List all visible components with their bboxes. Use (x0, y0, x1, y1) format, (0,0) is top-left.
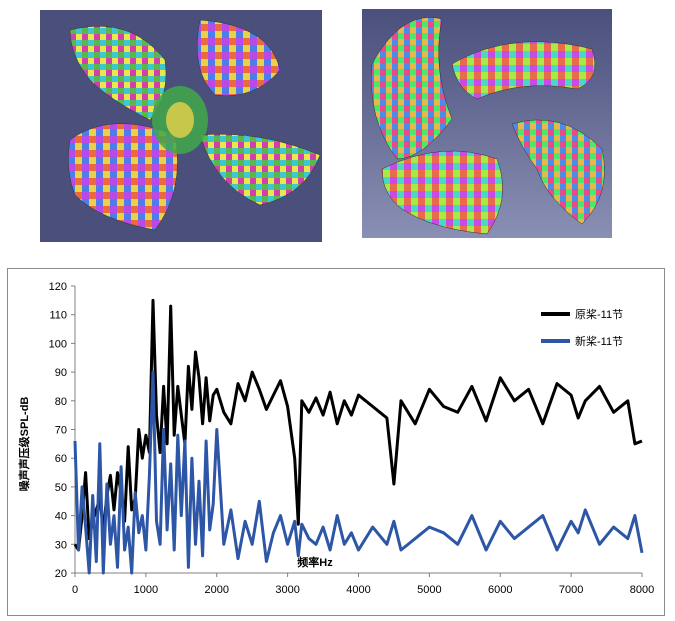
y-tick-label: 20 (55, 568, 67, 580)
propeller-model-exploded (362, 9, 612, 238)
x-tick-label: 0 (72, 584, 78, 596)
spl-line-chart: 20 30 40 50 60 70 80 90 100 110 120 0 1000 2000 3000 4… (17, 281, 654, 596)
y-tick-labels: 20 30 40 50 60 70 80 90 100 110 120 (49, 281, 75, 580)
x-tick-label: 6000 (488, 584, 512, 596)
x-tick-labels: 0 1000 2000 3000 4000 5000 6000 7000 8000 (72, 573, 654, 596)
y-tick-label: 120 (49, 281, 67, 293)
y-tick-label: 70 (55, 425, 67, 437)
x-tick-label: 4000 (346, 584, 370, 596)
propeller-blades-exploded-icon (362, 9, 612, 238)
y-tick-label: 60 (55, 453, 67, 465)
x-tick-label: 8000 (630, 584, 654, 596)
series-lines (73, 298, 644, 575)
series-line-2 (73, 370, 644, 575)
y-tick-label: 50 (55, 482, 67, 494)
y-tick-label: 80 (55, 396, 67, 408)
y-tick-label: 40 (55, 511, 67, 523)
propeller-model-assembled (40, 10, 322, 242)
y-tick-label: 100 (49, 338, 67, 350)
x-axis-label: 频率Hz (297, 555, 333, 569)
y-axis-label: 噪声声压级SPL-dB (17, 397, 31, 492)
spl-chart: 20 30 40 50 60 70 80 90 100 110 120 0 1000 2000 3000 4… (7, 268, 665, 616)
x-tick-label: 7000 (559, 584, 583, 596)
x-tick-label: 1000 (134, 584, 158, 596)
propeller-3d-render-icon (68, 19, 321, 231)
legend-entry: 原桨-11节 (575, 307, 623, 321)
y-tick-label: 110 (49, 310, 67, 322)
x-tick-label: 2000 (205, 584, 229, 596)
y-tick-label: 90 (55, 367, 67, 379)
x-tick-label: 5000 (417, 584, 441, 596)
x-tick-label: 3000 (275, 584, 299, 596)
y-tick-label: 30 (55, 539, 67, 551)
legend-entry: 新桨-11节 (575, 334, 623, 348)
